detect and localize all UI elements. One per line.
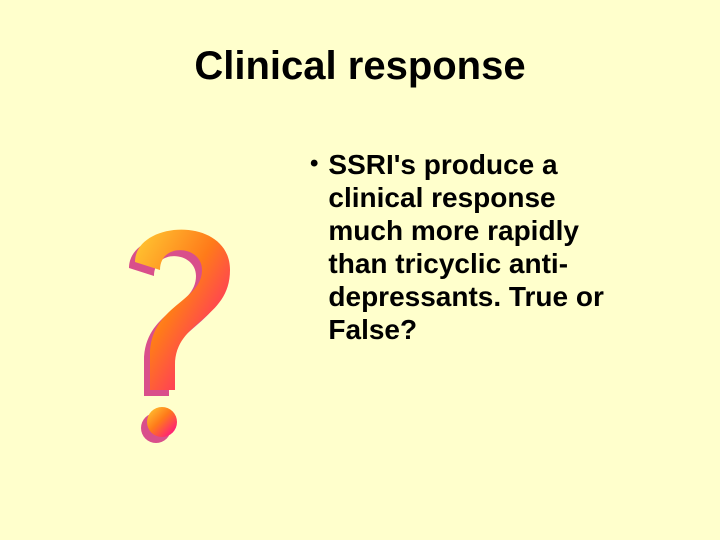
question-mark-icon: [90, 190, 270, 460]
bullet-list: • SSRI's produce a clinical response muc…: [310, 148, 610, 346]
bullet-text: SSRI's produce a clinical response much …: [328, 148, 610, 346]
slide: Clinical response • SSRI's produce a cli…: [0, 0, 720, 540]
bullet-item: • SSRI's produce a clinical response muc…: [310, 148, 610, 346]
bullet-marker: •: [310, 148, 318, 179]
slide-title: Clinical response: [0, 44, 720, 89]
